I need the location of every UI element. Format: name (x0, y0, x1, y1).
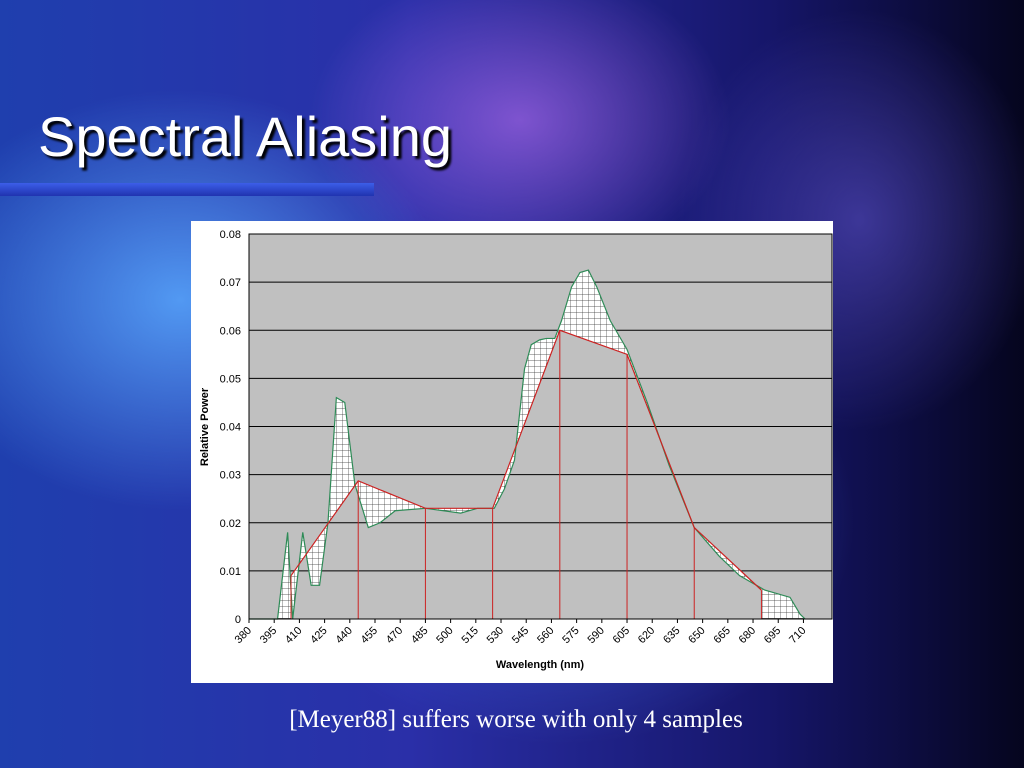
title-bar (0, 183, 374, 196)
slide-title: Spectral Aliasing (38, 105, 453, 168)
y-tick-label: 0.08 (220, 229, 241, 241)
x-axis-label: Wavelength (nm) (496, 659, 585, 671)
y-tick-label: 0.05 (220, 373, 241, 385)
y-tick-label: 0.01 (220, 566, 241, 578)
y-tick-label: 0.06 (220, 325, 241, 337)
y-axis-label: Relative Power (199, 387, 211, 466)
y-tick-label: 0.02 (220, 518, 241, 530)
y-tick-label: 0 (235, 614, 241, 626)
y-tick-label: 0.07 (220, 277, 241, 289)
caption: [Meyer88] suffers worse with only 4 samp… (289, 706, 743, 733)
y-tick-label: 0.04 (220, 422, 241, 434)
y-tick-label: 0.03 (220, 470, 241, 482)
series-line (290, 329, 762, 591)
